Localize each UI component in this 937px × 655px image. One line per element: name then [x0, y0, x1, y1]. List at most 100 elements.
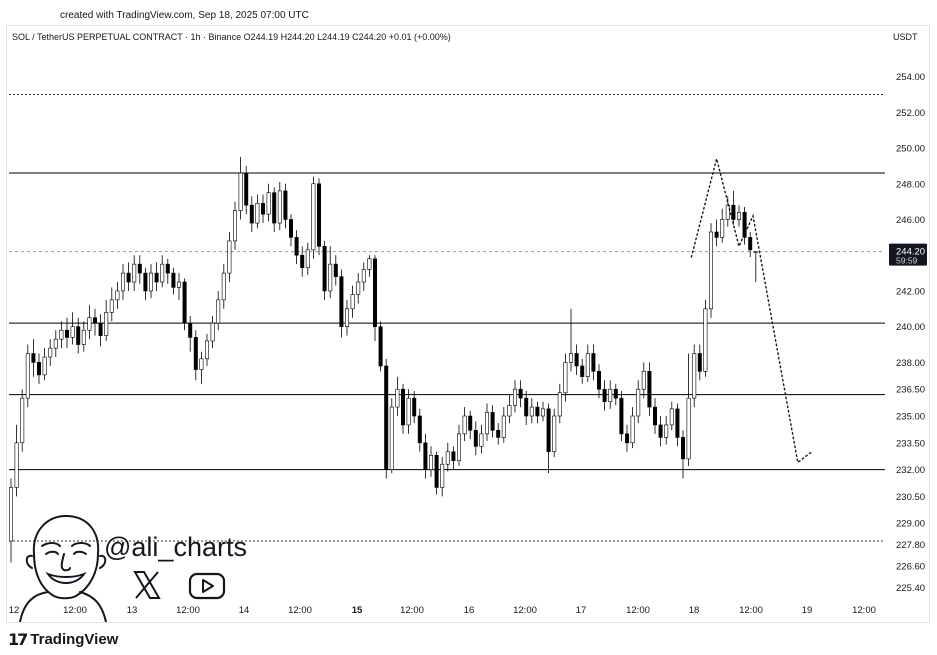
candle[interactable] [36, 353, 41, 384]
candle[interactable] [126, 262, 131, 291]
candle[interactable] [563, 353, 568, 402]
candle[interactable] [580, 358, 585, 384]
candle[interactable] [512, 380, 517, 413]
candle[interactable] [372, 255, 377, 341]
candle[interactable] [53, 330, 58, 358]
candle[interactable] [339, 269, 344, 338]
candle[interactable] [266, 183, 271, 222]
candle[interactable] [42, 348, 47, 381]
candle[interactable] [484, 403, 489, 442]
currency-label[interactable]: USDT [893, 32, 918, 42]
candle[interactable] [557, 383, 562, 424]
candle[interactable] [76, 317, 81, 354]
candle[interactable] [714, 219, 719, 247]
candle[interactable] [344, 299, 349, 336]
candle[interactable] [731, 190, 736, 225]
candle[interactable] [585, 344, 590, 383]
candle[interactable] [675, 403, 680, 447]
candle[interactable] [305, 242, 310, 275]
candle[interactable] [160, 255, 165, 288]
candle[interactable] [395, 376, 400, 416]
candle[interactable] [188, 315, 193, 352]
candle[interactable] [742, 206, 747, 245]
candle[interactable] [149, 264, 154, 299]
candle[interactable] [137, 255, 142, 284]
candle[interactable] [249, 196, 254, 232]
candle[interactable] [109, 287, 114, 322]
candle[interactable] [708, 223, 713, 318]
candle[interactable] [591, 344, 596, 381]
symbol-legend[interactable]: SOL / TetherUS PERPETUAL CONTRACT · 1h ·… [12, 32, 451, 42]
candle[interactable] [400, 383, 405, 434]
candle[interactable] [328, 246, 333, 299]
candle[interactable] [456, 424, 461, 467]
candle[interactable] [546, 403, 551, 474]
candle[interactable] [199, 351, 204, 384]
candle[interactable] [608, 380, 613, 409]
candle[interactable] [65, 317, 70, 349]
candle[interactable] [177, 273, 182, 300]
price-axis[interactable]: 254.00 252.00 250.00 248.00 246.00 242.00 240.… [896, 72, 925, 594]
candle[interactable] [720, 208, 725, 243]
candle[interactable] [753, 251, 758, 283]
candle[interactable] [272, 187, 277, 232]
candle[interactable] [48, 339, 53, 366]
candle[interactable] [98, 314, 103, 347]
candle[interactable] [25, 344, 30, 408]
candle[interactable] [193, 330, 198, 381]
candle[interactable] [221, 264, 226, 309]
candle[interactable] [115, 282, 120, 309]
candle[interactable] [406, 389, 411, 434]
candle[interactable] [540, 401, 545, 422]
candle[interactable] [652, 398, 657, 434]
candle[interactable] [507, 394, 512, 424]
candle[interactable] [210, 315, 215, 349]
candle[interactable] [356, 273, 361, 304]
candle[interactable] [736, 205, 741, 227]
time-axis[interactable]: 12 12:00 13 12:00 14 12:00 15 12:00 16 12:00 17 12:… [9, 605, 876, 616]
candle[interactable] [14, 424, 19, 497]
candle[interactable] [255, 194, 260, 229]
candle[interactable] [630, 407, 635, 449]
candle[interactable] [300, 246, 305, 277]
candle[interactable] [87, 305, 92, 340]
candle[interactable] [647, 362, 652, 416]
candle[interactable] [238, 156, 243, 220]
candle[interactable] [20, 389, 25, 452]
candle[interactable] [568, 308, 573, 372]
candle[interactable] [658, 416, 663, 447]
candle[interactable] [468, 410, 473, 440]
candle[interactable] [171, 267, 176, 295]
candle[interactable] [518, 380, 523, 408]
candle[interactable] [216, 290, 221, 331]
candle[interactable] [686, 353, 691, 467]
candle[interactable] [165, 258, 170, 284]
candle[interactable] [311, 176, 316, 259]
projection-dotted-path[interactable] [690, 158, 813, 464]
candle[interactable] [473, 421, 478, 456]
candle[interactable] [132, 255, 137, 291]
candle[interactable] [378, 321, 383, 372]
candle[interactable] [748, 232, 753, 258]
candle[interactable] [703, 299, 708, 377]
candle[interactable] [417, 408, 422, 452]
candle[interactable] [619, 390, 624, 442]
candle[interactable] [451, 446, 456, 470]
candle[interactable] [143, 267, 148, 300]
candle[interactable] [490, 405, 495, 438]
candle[interactable] [333, 255, 338, 286]
candle[interactable] [205, 333, 210, 366]
candle[interactable] [636, 380, 641, 424]
candle[interactable] [260, 194, 265, 224]
candle[interactable] [154, 262, 159, 291]
candle[interactable] [81, 321, 86, 352]
candle[interactable] [624, 424, 629, 452]
candle[interactable] [367, 255, 372, 277]
candle[interactable] [440, 457, 445, 497]
candle[interactable] [9, 478, 14, 563]
candle[interactable] [244, 165, 249, 215]
candle[interactable] [283, 183, 288, 229]
candle[interactable] [31, 339, 36, 377]
candle[interactable] [501, 407, 506, 443]
candle[interactable] [59, 321, 64, 349]
